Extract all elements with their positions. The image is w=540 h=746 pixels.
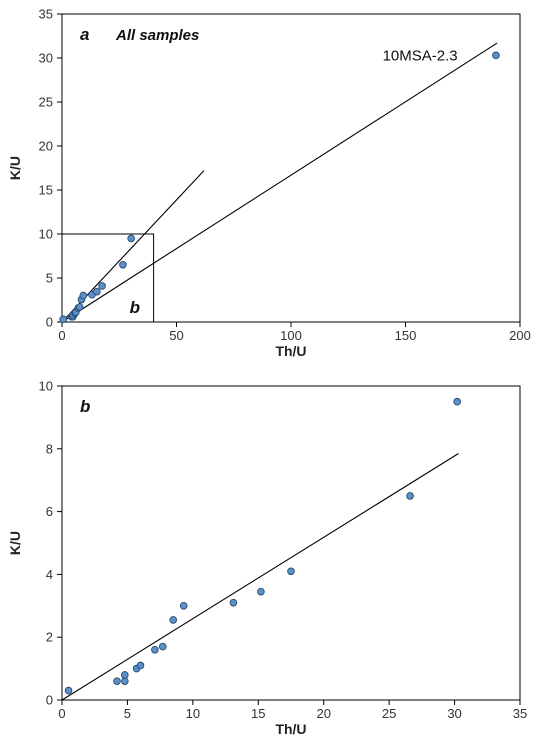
x-tick-label: 15 — [251, 706, 265, 721]
data-point — [158, 642, 167, 651]
panel-a-points — [59, 51, 500, 324]
x-tick-label: 35 — [513, 706, 527, 721]
y-tick-label: 4 — [46, 567, 53, 582]
data-point — [257, 587, 265, 596]
panel-b-scatter-chart: 0 5 10 15 20 25 30 35 0 2 4 6 8 10 b Th/U K/U — [7, 379, 527, 738]
data-point — [93, 287, 101, 296]
data-point — [119, 260, 127, 269]
data-point — [492, 51, 500, 60]
y-tick-label: 10 — [39, 379, 53, 394]
data-point — [151, 645, 159, 654]
panel-b-plot-frame — [61, 385, 521, 701]
y-tick-label: 10 — [39, 227, 53, 242]
x-tick-label: 30 — [447, 706, 461, 721]
y-tick-label: 5 — [46, 271, 53, 286]
data-point — [127, 234, 135, 243]
data-point — [287, 567, 295, 576]
data-point — [121, 677, 129, 685]
x-tick-label: 10 — [186, 706, 200, 721]
panel-a-fit-lines — [61, 42, 498, 323]
x-tick-label: 200 — [509, 328, 531, 343]
data-point — [75, 303, 84, 311]
panel-a-ticks: 0 50 100 150 200 0 5 10 15 20 25 30 35 — [39, 7, 531, 344]
x-tick-label: 150 — [395, 328, 417, 343]
panel-a-y-axis-label: K/U — [7, 156, 23, 180]
panel-a-annotation: 10MSA-2.3 — [383, 47, 458, 64]
x-tick-label: 100 — [280, 328, 302, 343]
panel-a-letter: a — [80, 25, 89, 44]
x-tick-label: 0 — [58, 706, 65, 721]
y-tick-label: 15 — [39, 183, 53, 198]
data-point — [113, 677, 121, 685]
panel-a-scatter-chart: 0 50 100 150 200 0 5 10 15 20 25 30 35 a All samples… — [7, 7, 531, 360]
data-point — [59, 315, 67, 324]
y-tick-label: 8 — [46, 441, 53, 456]
panel-b-letter: b — [80, 397, 90, 416]
x-tick-label: 50 — [169, 328, 183, 343]
y-tick-label: 2 — [46, 630, 53, 645]
y-tick-label: 0 — [46, 693, 53, 708]
y-tick-label: 6 — [46, 504, 53, 519]
panel-b-x-axis-label: Th/U — [275, 721, 306, 737]
y-tick-label: 20 — [39, 139, 53, 154]
data-point — [179, 601, 188, 610]
y-tick-label: 35 — [39, 7, 53, 22]
y-tick-label: 0 — [46, 315, 53, 330]
data-point — [406, 492, 414, 500]
regression-line — [61, 42, 498, 323]
data-point — [169, 616, 178, 624]
panel-b-ticks: 0 5 10 15 20 25 30 35 0 2 4 6 8 10 — [39, 379, 528, 722]
x-tick-label: 20 — [316, 706, 330, 721]
y-tick-label: 25 — [39, 95, 53, 110]
panel-b-points — [64, 397, 461, 695]
x-tick-label: 0 — [58, 328, 65, 343]
data-point — [229, 598, 238, 607]
y-tick-label: 30 — [39, 51, 53, 66]
data-point — [64, 686, 73, 695]
panel-b-y-axis-label: K/U — [7, 531, 23, 555]
x-tick-label: 5 — [124, 706, 131, 721]
regression-line — [61, 453, 459, 701]
data-point — [136, 661, 145, 670]
data-point — [79, 291, 88, 300]
x-tick-label: 25 — [382, 706, 396, 721]
data-point — [453, 397, 461, 406]
panel-b-fit-lines — [61, 453, 459, 701]
panel-a-inset-label: b — [130, 298, 140, 317]
data-point — [98, 282, 106, 290]
panel-a-title: All samples — [115, 27, 199, 44]
panel-a-x-axis-label: Th/U — [275, 343, 306, 359]
data-point — [121, 671, 129, 679]
panel-a-inset-box — [61, 233, 155, 323]
